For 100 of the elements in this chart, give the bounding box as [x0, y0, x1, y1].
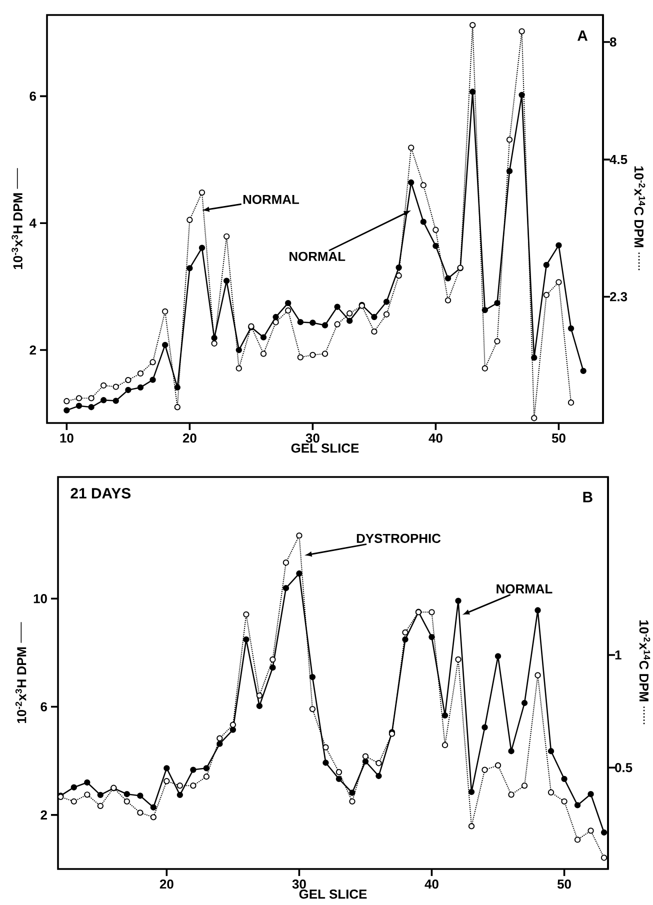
point: [560, 798, 568, 804]
point: [468, 823, 474, 830]
point: [216, 735, 223, 742]
y-axis-title: 10$^{-3}$x$^{3}$H DPM: [11, 193, 22, 270]
y2-tick-label: 8: [610, 37, 616, 47]
point: [468, 788, 474, 796]
annotation: NORMAL: [289, 252, 345, 262]
x-tick-label: 30: [292, 880, 306, 889]
point: [176, 782, 183, 789]
point: [256, 702, 262, 710]
point: [174, 404, 180, 410]
point: [574, 836, 580, 843]
point: [124, 791, 130, 798]
point: [508, 792, 514, 798]
point: [521, 782, 528, 789]
point: [136, 810, 144, 816]
point: [269, 664, 276, 671]
point: [190, 766, 196, 773]
point: [348, 798, 356, 804]
point: [587, 828, 594, 834]
point: [395, 264, 402, 271]
point: [322, 760, 329, 766]
y-tick-label: 2: [29, 345, 36, 355]
point: [568, 325, 574, 332]
point: [112, 398, 119, 404]
point: [322, 322, 328, 328]
y2-axis-title: 10$^{-2}$x$^{14}$C DPM: [634, 166, 645, 248]
point: [370, 328, 378, 335]
point: [383, 298, 390, 305]
y-tick-label: 2: [40, 810, 47, 820]
point: [469, 88, 476, 95]
annotation: NORMAL: [243, 194, 299, 204]
point: [568, 400, 574, 406]
point: [76, 395, 82, 402]
x-tick-label: 20: [182, 434, 196, 443]
y-tick-label: 6: [40, 702, 47, 712]
point: [362, 753, 368, 760]
point: [600, 829, 607, 836]
point: [555, 242, 562, 248]
point: [282, 560, 289, 566]
point: [534, 672, 541, 678]
y-axis-title: 10$^{-2}$x$^{3}$H DPM: [15, 647, 26, 724]
point: [149, 359, 156, 366]
x-tick-label: 20: [160, 880, 174, 889]
point: [494, 653, 501, 660]
point: [230, 726, 236, 733]
point: [137, 370, 144, 377]
point: [309, 320, 316, 326]
point: [402, 629, 408, 636]
point: [97, 792, 104, 798]
annotation: 21 DAYS: [70, 488, 130, 499]
point: [256, 692, 262, 699]
x-axis-title: GEL SLICE: [291, 444, 358, 453]
point: [124, 386, 132, 394]
point: [186, 265, 193, 272]
point: [309, 352, 316, 358]
point: [63, 407, 70, 414]
point: [76, 402, 82, 409]
point: [469, 22, 476, 28]
point: [272, 314, 279, 320]
point: [137, 384, 144, 391]
point: [88, 404, 94, 410]
point: [428, 609, 435, 616]
point: [506, 136, 512, 143]
point: [322, 744, 329, 750]
point: [395, 272, 402, 279]
point: [348, 790, 356, 796]
point: [454, 598, 462, 604]
point: [420, 182, 426, 188]
point: [190, 782, 196, 789]
point: [346, 318, 352, 324]
point: [186, 216, 193, 223]
point: [494, 338, 500, 344]
point: [297, 354, 304, 360]
point: [518, 28, 525, 34]
point: [548, 748, 554, 754]
point: [420, 218, 426, 225]
point: [236, 365, 242, 372]
y2-axis-title: 10$^{-2}$x$^{14}$C DPM: [639, 620, 650, 702]
point: [124, 798, 130, 804]
point: [297, 319, 304, 326]
point: [284, 307, 291, 314]
point: [444, 297, 451, 304]
point: [548, 789, 554, 796]
point: [269, 656, 276, 663]
point: [432, 242, 439, 250]
point: [112, 384, 119, 390]
point: [150, 804, 156, 810]
point: [150, 814, 156, 820]
point: [163, 778, 170, 784]
point: [282, 585, 289, 592]
point: [518, 92, 525, 98]
point: [600, 854, 607, 861]
point: [162, 308, 168, 315]
point: [162, 342, 168, 348]
point: [370, 314, 378, 320]
y-tick-label: 6: [30, 92, 36, 101]
x-tick-label: 50: [552, 434, 566, 443]
point: [260, 334, 266, 340]
point: [346, 310, 352, 316]
